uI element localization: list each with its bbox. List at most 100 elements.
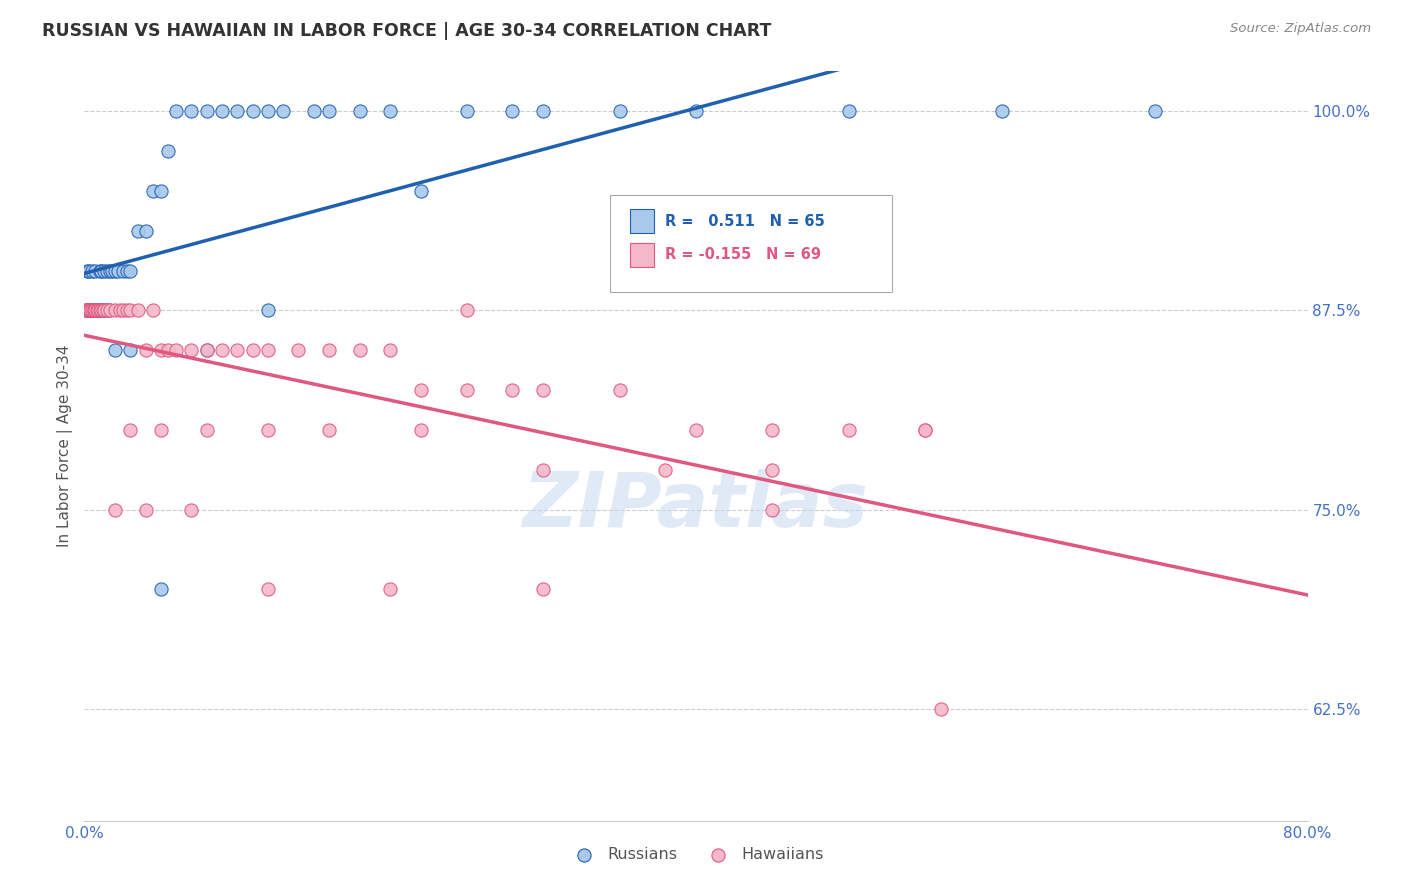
Point [89,303,111,318]
Point [257,303,280,318]
Point [929,702,952,716]
Point [180,502,202,516]
Point [127,303,149,318]
Point [98,263,121,277]
Point [115,263,138,277]
Point [142,303,165,318]
Point [77,303,100,318]
Point [135,343,157,358]
Point [87,303,110,318]
Point [90,303,112,318]
Y-axis label: In Labor Force | Age 30-34: In Labor Force | Age 30-34 [58,344,73,548]
Point [195,104,218,119]
Text: RUSSIAN VS HAWAIIAN IN LABOR FORCE | AGE 30-34 CORRELATION CHART: RUSSIAN VS HAWAIIAN IN LABOR FORCE | AGE… [42,22,772,40]
Point [456,303,478,318]
Point [318,343,340,358]
Point [409,383,432,397]
Text: Source: ZipAtlas.com: Source: ZipAtlas.com [1230,22,1371,36]
Legend: Russians, Hawaiians: Russians, Hawaiians [561,841,831,869]
Point [111,303,134,318]
Point [98,303,121,318]
Point [77,303,100,318]
Point [502,383,524,397]
Point [318,104,340,119]
Text: ZIPatlas: ZIPatlas [523,469,869,543]
Point [180,104,202,119]
FancyBboxPatch shape [610,195,891,293]
Point [165,104,187,119]
Point [83,303,105,318]
Point [97,303,120,318]
Point [77,263,100,277]
Point [195,423,218,437]
Point [685,423,707,437]
Point [149,423,172,437]
Point [1143,104,1166,119]
Point [142,184,165,198]
Point [195,343,218,358]
Point [761,502,783,516]
Point [257,104,280,119]
Point [257,343,280,358]
Point [287,343,309,358]
Point [84,303,107,318]
Point [531,104,554,119]
Point [242,104,264,119]
Point [838,104,860,119]
Point [271,104,294,119]
Point [991,104,1014,119]
Point [914,423,936,437]
Point [456,104,478,119]
Point [226,343,249,358]
Point [380,582,402,597]
Point [83,303,105,318]
Point [180,343,202,358]
Point [157,343,180,358]
Point [76,303,98,318]
Point [409,184,432,198]
Point [165,343,187,358]
Point [76,263,98,277]
Point [93,303,115,318]
Point [96,263,118,277]
Point [531,463,554,477]
Point [914,423,936,437]
Point [77,303,100,318]
Point [226,104,249,119]
Text: R = -0.155  N = 69: R = -0.155 N = 69 [665,247,821,262]
Point [609,104,631,119]
FancyBboxPatch shape [630,210,654,233]
Point [89,303,111,318]
Point [409,423,432,437]
Point [83,303,105,318]
Point [101,263,124,277]
Point [115,303,138,318]
Point [120,423,142,437]
Point [149,343,172,358]
Point [86,303,108,318]
Point [79,303,101,318]
Point [96,303,118,318]
Point [349,343,371,358]
Point [80,303,103,318]
Point [91,303,114,318]
Point [302,104,325,119]
Point [318,423,340,437]
Point [120,303,142,318]
Point [84,263,107,277]
Point [120,343,142,358]
Point [685,104,707,119]
Point [94,303,117,318]
Point [76,303,98,318]
Point [502,104,524,119]
Point [211,343,233,358]
Point [108,303,131,318]
Point [838,423,860,437]
Point [127,224,149,238]
Point [91,303,114,318]
Point [257,423,280,437]
Point [93,263,115,277]
Point [77,303,100,318]
Point [135,224,157,238]
Point [211,104,233,119]
